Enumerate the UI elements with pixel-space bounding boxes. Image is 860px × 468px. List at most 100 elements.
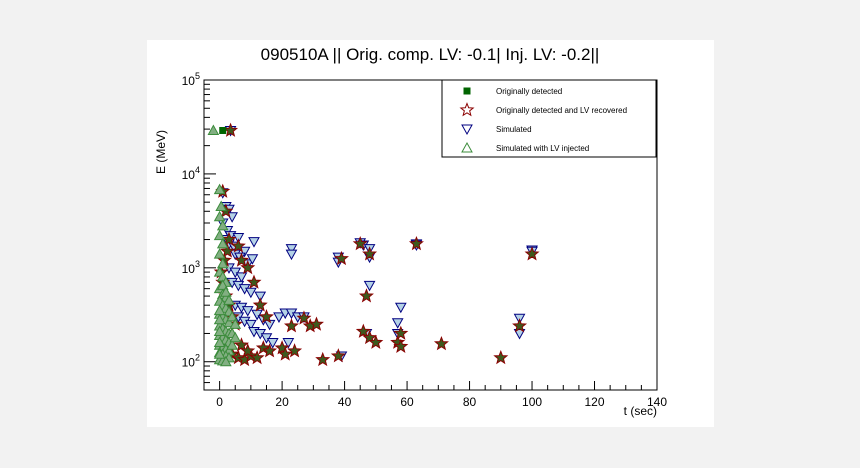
data-point [216, 219, 229, 231]
data-point [277, 346, 293, 361]
data-point [240, 259, 256, 275]
data-point [266, 338, 279, 349]
data-point [255, 340, 271, 355]
y-tick-label: 103 [182, 259, 200, 276]
x-tick-label: 100 [522, 395, 542, 409]
data-point [245, 319, 257, 331]
data-point [393, 338, 409, 353]
data-point [394, 302, 407, 314]
y-axis: 102 103 104 105 [182, 71, 216, 391]
legend-marker [459, 102, 475, 117]
data-point [363, 280, 376, 292]
data-point [226, 310, 238, 322]
data-point [213, 183, 226, 195]
legend-box [441, 79, 657, 158]
data-point [213, 210, 226, 222]
data-point [330, 348, 346, 363]
x-tick-label: 120 [585, 395, 605, 409]
legend-marker [461, 141, 473, 153]
data-point [362, 246, 378, 261]
legend-marker [461, 124, 473, 136]
x-tick-label: 140 [647, 395, 667, 409]
data-point [524, 246, 540, 261]
data-point [512, 318, 528, 333]
x-tick-label: 0 [216, 395, 223, 409]
data-point [223, 316, 235, 328]
series-square [219, 126, 227, 134]
data-point [246, 254, 259, 265]
data-point [433, 335, 449, 351]
data-point [223, 294, 235, 305]
data-point [220, 355, 232, 367]
x-tick-label: 80 [463, 395, 477, 409]
legend-label: Simulated [496, 125, 532, 134]
data-point [282, 338, 295, 349]
data-points [207, 122, 540, 367]
data-point [216, 257, 229, 269]
x-tick-label: 60 [400, 395, 414, 409]
data-point [273, 312, 285, 323]
data-point [254, 291, 267, 303]
data-point [216, 237, 229, 249]
data-point [215, 200, 228, 211]
legend-marker [463, 87, 471, 95]
data-point [258, 309, 274, 324]
data-point [393, 325, 409, 340]
data-point [333, 250, 349, 266]
legend-label: Originally detected [496, 87, 562, 96]
data-point [248, 237, 260, 248]
data-point [226, 339, 238, 350]
data-point [287, 343, 303, 358]
series-star [213, 122, 540, 367]
data-point [274, 340, 290, 355]
data-point [408, 235, 424, 251]
data-point [213, 313, 226, 325]
data-point [315, 351, 331, 367]
data-point [241, 306, 254, 317]
data-point [513, 328, 526, 340]
data-point [352, 235, 368, 251]
x-axis: 0 20 40 60 80 100 120 140 [203, 381, 667, 409]
data-point [229, 318, 242, 329]
data-point [233, 337, 249, 352]
data-point [213, 325, 226, 336]
legend-label: Simulated with LV injected [496, 144, 589, 153]
data-point [230, 349, 246, 365]
data-point [283, 318, 299, 333]
chart-title: 090510A || Orig. comp. LV: -0.1| Inj. LV… [261, 45, 600, 64]
data-point [221, 231, 237, 246]
data-point [220, 286, 232, 297]
data-point [213, 348, 226, 359]
data-point [207, 124, 220, 135]
data-point [246, 274, 262, 289]
chart-canvas: 090510A || Orig. comp. LV: -0.1| Inj. LV… [147, 40, 714, 427]
data-point [213, 336, 226, 348]
data-point [252, 297, 268, 312]
y-tick-label: 105 [182, 71, 200, 88]
data-point [368, 334, 384, 349]
data-point [235, 272, 248, 283]
y-tick-label: 102 [182, 353, 200, 370]
legend: Originally detected Originally detected a… [441, 79, 657, 158]
data-point [233, 252, 249, 267]
series-triangle-up [207, 124, 242, 367]
y-axis-label: E (MeV) [154, 130, 168, 174]
data-point [296, 310, 312, 325]
x-tick-label: 40 [338, 395, 352, 409]
scatter-chart: 090510A || Orig. comp. LV: -0.1| Inj. LV… [154, 45, 667, 418]
data-point [493, 349, 509, 365]
x-axis-label: t (sec) [624, 404, 657, 418]
data-point [213, 248, 226, 259]
data-point [229, 331, 242, 343]
data-point [219, 126, 227, 134]
y-tick-label: 104 [182, 165, 200, 182]
data-point [232, 233, 245, 244]
data-point [262, 343, 278, 358]
data-point [240, 343, 256, 358]
data-point [249, 349, 265, 365]
data-point [285, 244, 298, 255]
data-point [216, 279, 229, 290]
data-point [391, 318, 404, 329]
data-point [308, 316, 324, 331]
data-point [358, 288, 374, 303]
